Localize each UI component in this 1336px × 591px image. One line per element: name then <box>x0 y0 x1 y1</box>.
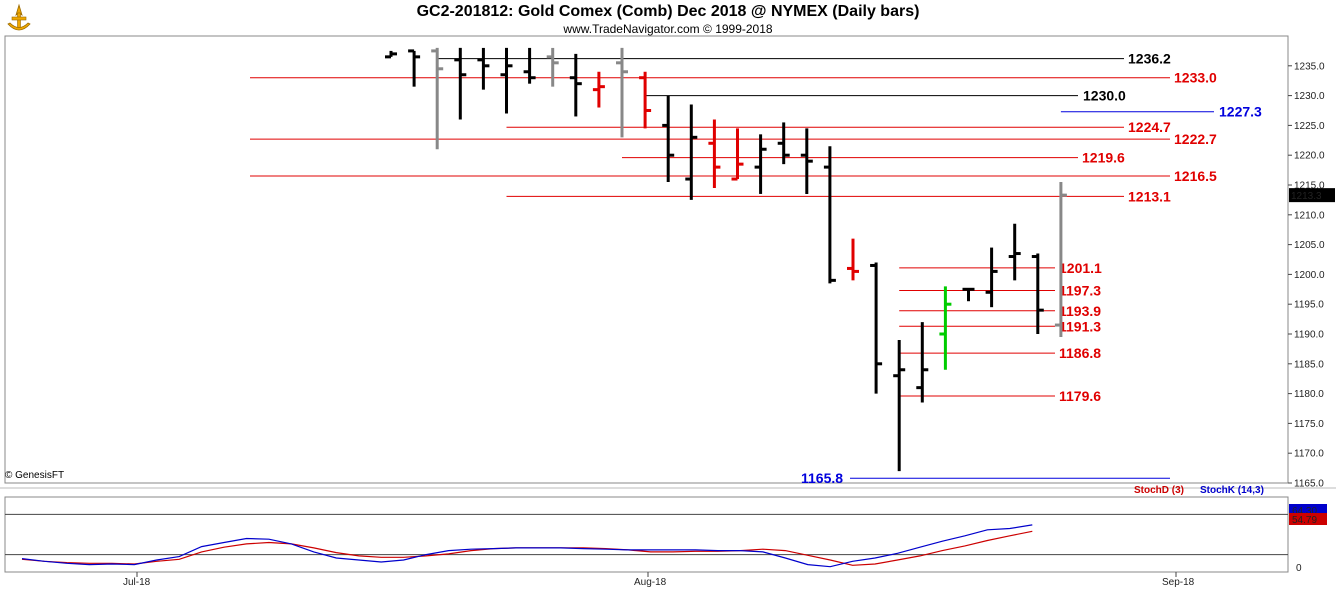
y-tick-label: 1190.0 <box>1294 330 1324 341</box>
price-bar <box>569 53 582 117</box>
price-bar <box>962 287 975 302</box>
stochd-legend: StochD (3) <box>1134 485 1184 496</box>
level-label: 1236.2 <box>1128 51 1171 67</box>
price-panel-frame <box>4 35 1289 484</box>
price-bar <box>523 47 536 84</box>
y-tick-label: 1220.0 <box>1294 151 1325 162</box>
y-tick-label: 1180.0 <box>1294 389 1324 400</box>
price-bar <box>454 47 467 120</box>
price-bar <box>616 47 628 138</box>
price-bar <box>662 95 675 183</box>
y-tick-label: 1195.0 <box>1294 300 1324 311</box>
y-tick-label: 1230.0 <box>1294 91 1325 102</box>
oscillator-zero-label: 0 <box>1296 563 1302 574</box>
price-bar <box>754 134 767 194</box>
y-tick-label: 1165.0 <box>1294 479 1324 490</box>
level-label: 1227.3 <box>1219 104 1262 120</box>
level-label: 1193.9 <box>1059 303 1101 319</box>
stochd-value-tag <box>1289 513 1327 525</box>
price-bar <box>847 238 859 281</box>
stoch-series-line <box>21 524 1033 568</box>
y-tick-label: 1210.0 <box>1294 210 1325 221</box>
stochd-value-label: 54.79 <box>1292 515 1317 526</box>
date-tick-label: Sep-18 <box>1162 577 1195 588</box>
price-bar <box>1054 182 1067 337</box>
price-bar <box>939 286 952 370</box>
price-bar <box>1031 253 1044 334</box>
level-label: 1233.0 <box>1174 70 1217 86</box>
date-tick-label: Aug-18 <box>634 577 667 588</box>
price-bar <box>708 119 721 188</box>
y-tick-label: 1205.0 <box>1294 240 1325 251</box>
price-bar <box>500 47 513 114</box>
price-bar <box>592 71 605 108</box>
price-bar <box>546 47 559 87</box>
price-bar <box>431 47 444 150</box>
price-bar <box>777 122 790 165</box>
last-price-label: 1213.3 <box>1291 191 1322 202</box>
chart-title: GC2-201812: Gold Comex (Comb) Dec 2018 @… <box>416 3 920 20</box>
copyright-text: © GenesisFT <box>5 470 64 481</box>
price-bar <box>385 50 397 59</box>
price-bar <box>985 247 998 308</box>
price-bar <box>870 262 883 394</box>
price-bar <box>685 104 698 200</box>
level-label: 1222.7 <box>1174 131 1217 147</box>
trade-navigator-logo <box>2 2 36 36</box>
price-bar <box>823 146 836 284</box>
date-tick-label: Jul-18 <box>123 577 151 588</box>
chart-subtitle: www.TradeNavigator.com © 1999-2018 <box>563 22 773 36</box>
level-label: 1219.6 <box>1082 150 1125 166</box>
stochk-legend: StochK (14,3) <box>1200 485 1264 496</box>
price-bar <box>639 71 652 129</box>
level-label: 1197.3 <box>1059 282 1101 298</box>
y-tick-label: 1200.0 <box>1294 270 1325 281</box>
price-bar <box>731 128 744 181</box>
price-bar <box>916 322 929 403</box>
level-label: 1230.0 <box>1083 88 1126 104</box>
price-bar <box>477 47 490 90</box>
price-bar <box>800 128 813 194</box>
level-label: 1179.6 <box>1059 388 1101 404</box>
level-label: 1186.8 <box>1059 345 1101 361</box>
price-bar <box>1008 223 1021 281</box>
level-label: 1201.1 <box>1059 260 1102 276</box>
level-label: 1165.8 <box>801 470 843 486</box>
price-bar <box>408 49 421 87</box>
price-bar <box>893 339 906 472</box>
y-tick-label: 1185.0 <box>1294 359 1324 370</box>
y-tick-label: 1235.0 <box>1294 61 1325 72</box>
y-tick-label: 1170.0 <box>1294 449 1324 460</box>
y-tick-label: 1225.0 <box>1294 121 1325 132</box>
level-label: 1213.1 <box>1128 188 1171 204</box>
y-tick-label: 1175.0 <box>1294 419 1324 430</box>
level-label: 1224.7 <box>1128 119 1171 135</box>
last-price-tag <box>1289 188 1335 203</box>
stochk-value-label: 64.30 <box>1292 506 1317 517</box>
level-label: 1216.5 <box>1174 168 1217 184</box>
y-tick-label: 1215.0 <box>1294 181 1325 192</box>
oscillator-panel-frame <box>4 496 1289 573</box>
level-label: 1191.3 <box>1059 318 1101 334</box>
